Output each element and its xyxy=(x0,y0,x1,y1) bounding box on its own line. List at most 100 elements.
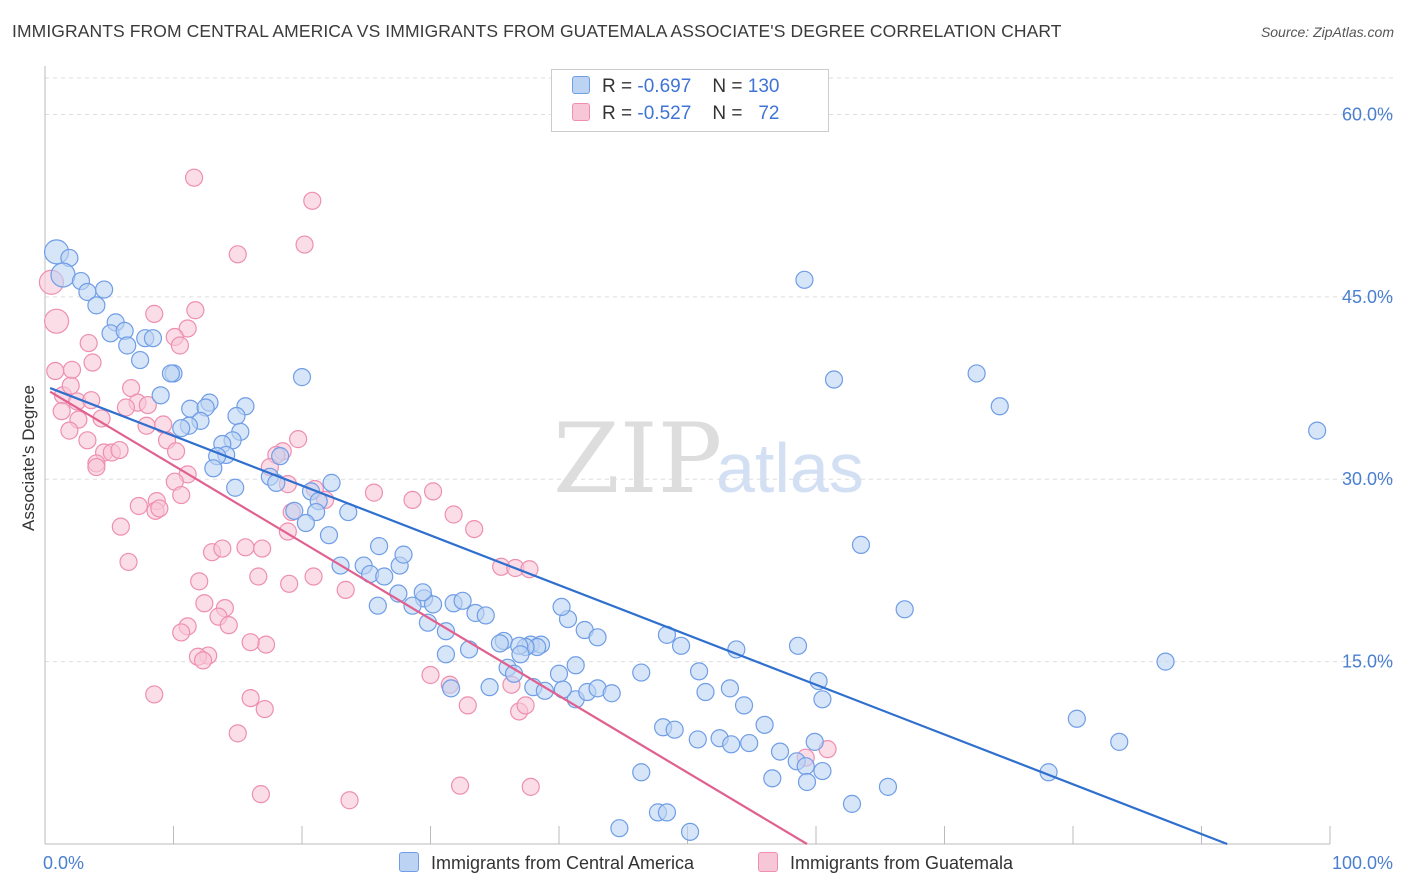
guatemala-point xyxy=(280,574,299,593)
central-america-point xyxy=(805,732,824,751)
guatemala-point xyxy=(195,594,214,613)
central-america-point xyxy=(118,336,137,355)
bottom-legend-guatemala: Immigrants from Guatemala xyxy=(758,852,1013,874)
tick-labels: 15.0% 30.0% 45.0% 60.0% 0.0% 100.0% xyxy=(43,104,1393,873)
legend-n-label: N = xyxy=(712,103,743,124)
central-america-point xyxy=(851,535,871,554)
bottom-legend-label: Immigrants from Guatemala xyxy=(790,853,1014,873)
central-america-point xyxy=(1067,709,1086,728)
guatemala-point xyxy=(193,651,213,670)
central-america-point xyxy=(459,640,479,659)
chart-title: IMMIGRANTS FROM CENTRAL AMERICA VS IMMIG… xyxy=(12,21,1062,41)
central-america-point xyxy=(535,681,554,700)
guatemala-point xyxy=(119,552,138,572)
guatemala-point xyxy=(521,777,540,796)
central-america-point xyxy=(50,262,76,288)
legend-swatch-pink xyxy=(572,103,590,121)
central-america-point xyxy=(476,606,495,625)
guatemala-point xyxy=(129,496,148,516)
guatemala-point xyxy=(364,483,384,502)
central-america-point xyxy=(292,368,312,387)
trendlines xyxy=(49,387,1228,846)
guatemala-point xyxy=(516,696,535,715)
central-america-point xyxy=(720,679,740,698)
guatemala-point xyxy=(110,440,129,460)
central-america-point xyxy=(657,803,677,822)
trendline-guatemala xyxy=(49,390,808,845)
guatemala-point xyxy=(61,376,80,395)
guatemala-point xyxy=(253,539,272,558)
central-america-point xyxy=(797,772,817,792)
central-america-point xyxy=(813,761,832,781)
central-america-point xyxy=(549,664,569,683)
central-america-point xyxy=(895,600,914,619)
guatemala-point xyxy=(190,572,209,591)
central-america-points xyxy=(43,239,1327,841)
guatemala-point xyxy=(172,623,191,642)
central-america-point xyxy=(588,628,607,647)
guatemala-point xyxy=(138,395,157,415)
central-america-point xyxy=(227,406,246,426)
central-america-point xyxy=(95,280,114,299)
guatemala-point xyxy=(52,402,71,421)
bottom-legend-label: Immigrants from Central America xyxy=(431,853,695,873)
guatemala-point xyxy=(520,560,539,579)
guatemala-point xyxy=(251,785,270,804)
central-america-point xyxy=(172,419,191,438)
guatemala-point xyxy=(170,336,190,355)
guatemala-point xyxy=(241,633,260,652)
gridlines xyxy=(45,77,1395,663)
central-america-point xyxy=(319,526,339,545)
central-america-point xyxy=(632,663,651,682)
guatemala-points xyxy=(38,168,837,810)
guatemala-point xyxy=(336,580,355,599)
central-america-point xyxy=(842,794,862,813)
guatemala-point xyxy=(241,688,260,708)
central-america-point xyxy=(696,682,715,702)
guatemala-point xyxy=(166,442,186,461)
central-america-point xyxy=(680,822,700,841)
guatemala-point xyxy=(184,168,204,187)
guatemala-point xyxy=(172,485,191,505)
guatemala-point xyxy=(116,398,136,417)
guatemala-point xyxy=(403,490,422,510)
guatemala-point xyxy=(423,482,443,501)
central-america-point xyxy=(413,583,432,602)
guatemala-point xyxy=(465,519,484,539)
guatemala-point xyxy=(249,567,268,586)
central-america-point xyxy=(688,730,707,749)
guatemala-point xyxy=(87,457,106,477)
central-america-point xyxy=(740,733,759,753)
guatemala-point xyxy=(304,567,323,586)
central-america-point xyxy=(788,636,808,655)
central-america-point xyxy=(322,473,341,492)
central-america-point xyxy=(1110,732,1129,751)
y-axis-label: Associate's Degree xyxy=(19,385,38,531)
legend-r-label: R = xyxy=(602,76,633,97)
guatemala-point xyxy=(111,517,130,536)
central-america-point xyxy=(734,696,754,715)
bottom-legend-central-america: Immigrants from Central America xyxy=(399,852,694,874)
guatemala-point xyxy=(60,421,79,440)
central-america-point xyxy=(130,350,150,370)
guatemala-point xyxy=(43,308,70,334)
guatemala-point xyxy=(255,699,274,719)
x-tick-label: 100.0% xyxy=(1332,853,1393,873)
central-america-point xyxy=(671,636,691,655)
central-america-point xyxy=(375,567,394,586)
central-america-point xyxy=(480,678,499,697)
central-america-point xyxy=(143,329,163,348)
central-america-point xyxy=(632,763,651,782)
guatemala-point xyxy=(78,431,97,450)
central-america-point xyxy=(441,679,461,698)
guatemala-point xyxy=(421,665,440,685)
central-america-point xyxy=(610,819,629,838)
guatemala-point xyxy=(186,301,205,320)
guatemala-point xyxy=(450,776,470,795)
central-america-point xyxy=(285,501,304,520)
central-america-point xyxy=(813,690,832,709)
central-america-point xyxy=(755,715,774,734)
y-tick-label: 60.0% xyxy=(1342,104,1393,124)
central-america-point xyxy=(151,386,170,405)
legend-n-label: N = xyxy=(712,76,743,97)
